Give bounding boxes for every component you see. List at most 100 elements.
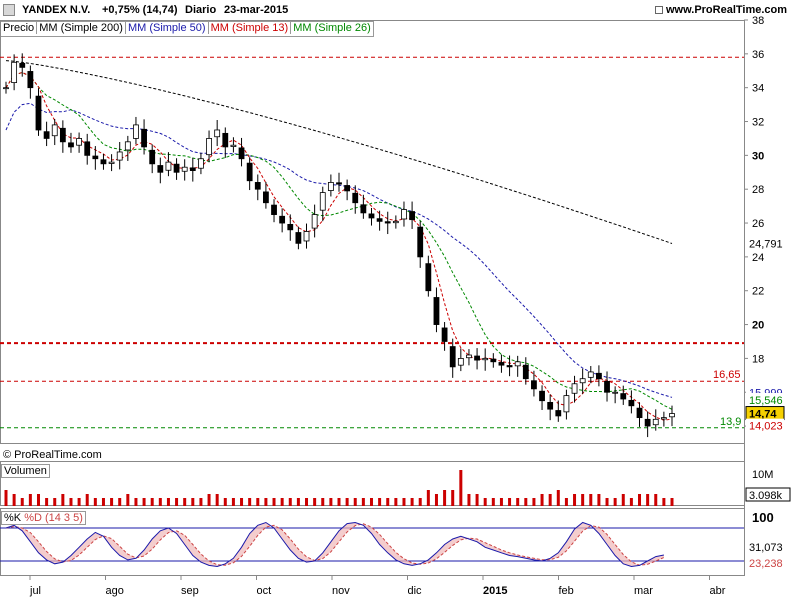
candle-body — [279, 215, 286, 224]
volume-bar — [662, 498, 666, 506]
volume-bar — [240, 498, 244, 506]
candle-body — [230, 144, 237, 147]
volume-bar — [4, 490, 8, 506]
candle-body — [254, 182, 261, 190]
candle-body — [636, 407, 643, 419]
candle-body — [238, 147, 245, 160]
level-label: 13,9 — [720, 416, 741, 428]
candle-body — [189, 167, 196, 171]
candle-body — [51, 124, 58, 137]
volume-bar — [272, 498, 276, 506]
volume-bar — [305, 498, 309, 506]
time-tick-label: feb — [559, 585, 574, 597]
legend-ma26[interactable]: MM (Simple 26) — [293, 22, 371, 34]
volume-bar — [231, 498, 235, 506]
price-tag-label: 15,546 — [749, 395, 783, 407]
price-tag-label: 14,023 — [749, 421, 783, 433]
candle-body — [425, 263, 432, 292]
volume-bar — [402, 498, 406, 506]
candle — [449, 338, 456, 378]
candle-body — [149, 149, 156, 165]
volume-bar — [321, 498, 325, 506]
candle — [409, 201, 415, 229]
volume-bar — [670, 498, 674, 506]
volume-bar — [508, 498, 512, 506]
stoch-tag-box — [746, 540, 790, 553]
candle — [401, 201, 407, 227]
candle — [271, 199, 277, 223]
time-tick-label: sep — [181, 585, 199, 597]
candle-body — [173, 163, 180, 173]
stoch-d-label: %D (14 3 5) — [24, 512, 83, 524]
price-tag-box — [746, 418, 784, 432]
candle — [433, 287, 440, 333]
volume-bar — [548, 494, 552, 506]
volume-bar — [142, 498, 146, 506]
candle-body — [11, 61, 18, 84]
candle — [254, 174, 261, 201]
legend-ma200[interactable]: MM (Simple 200) — [37, 22, 126, 34]
legend-price[interactable]: Precio — [1, 22, 38, 34]
candle — [563, 389, 570, 420]
candle-body — [368, 213, 375, 219]
volume-bar — [499, 498, 503, 506]
candle-body — [246, 162, 253, 182]
legend-ma50[interactable]: MM (Simple 50) — [125, 22, 209, 34]
candle-body — [311, 214, 318, 229]
candle — [612, 386, 619, 404]
volume-bar — [581, 494, 585, 506]
volume-bar — [264, 498, 268, 506]
candle-body — [133, 124, 139, 139]
volume-bar — [524, 498, 528, 506]
candle-body — [401, 209, 407, 220]
candle — [263, 181, 269, 209]
price-tag-label: 24,791 — [749, 238, 783, 250]
candle-body — [587, 371, 594, 378]
volume-bar — [491, 498, 495, 506]
candle — [368, 207, 375, 226]
volume-bar — [166, 498, 170, 506]
volume-bar — [134, 498, 138, 506]
candle-body — [181, 166, 188, 172]
candle — [336, 172, 342, 192]
price-tick-label: 18 — [752, 353, 764, 365]
candle-body — [376, 218, 383, 222]
price-tag-ma13: 14,023 — [746, 418, 784, 433]
price-tag-box — [746, 236, 784, 250]
candle-body — [539, 390, 545, 402]
volume-bar — [646, 494, 650, 506]
candle — [392, 215, 399, 229]
volume-bar — [353, 498, 357, 506]
volume-bar — [597, 494, 601, 506]
volume-bar — [296, 498, 300, 506]
volume-bar — [386, 498, 390, 506]
minimize-icon[interactable] — [655, 6, 663, 14]
candle — [157, 157, 164, 184]
volume-bar — [475, 494, 479, 506]
window-menu-icon[interactable] — [3, 4, 15, 16]
candle — [539, 385, 545, 411]
window-buttons — [655, 5, 665, 17]
candle-body — [490, 358, 497, 363]
stoch-k-line — [5, 521, 664, 568]
candle — [360, 194, 367, 219]
candle — [620, 385, 627, 405]
candle-body — [579, 378, 586, 384]
candle-body — [327, 182, 334, 191]
legend-ma13[interactable]: MM (Simple 13) — [208, 22, 292, 34]
candle — [181, 159, 188, 181]
candle — [189, 157, 196, 182]
price-tick-label: 28 — [752, 184, 764, 196]
candle — [238, 137, 245, 167]
candle-body — [547, 401, 554, 410]
candle — [222, 127, 229, 158]
candle-body — [222, 132, 229, 148]
volume-bar — [337, 498, 341, 506]
volume-bar — [426, 490, 430, 506]
volume-panel-label: Volumen — [1, 464, 50, 478]
volume-bar — [20, 498, 24, 506]
candle — [3, 81, 9, 94]
candle-body — [206, 138, 212, 156]
candle — [425, 255, 432, 297]
